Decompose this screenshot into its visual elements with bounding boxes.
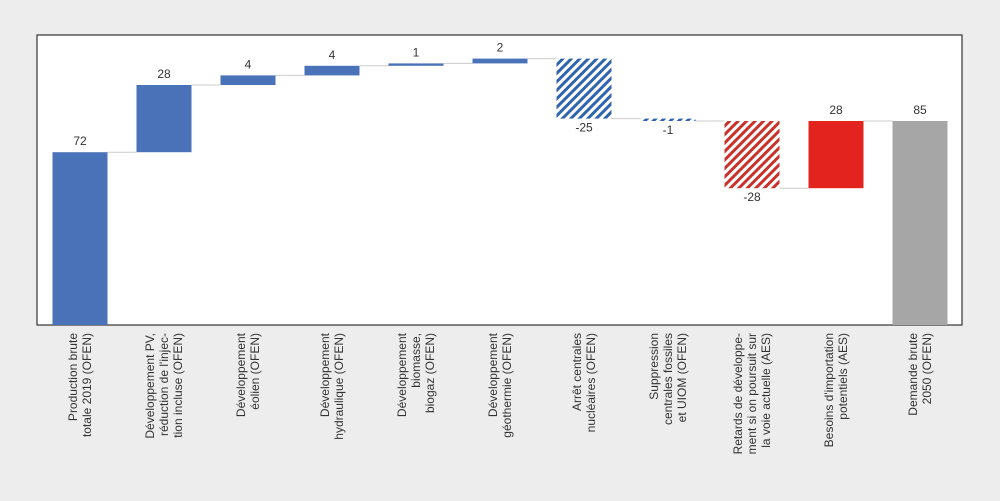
data-label: 4: [329, 48, 336, 62]
bar: [304, 65, 360, 76]
x-tick-label: Retards de développe-: [731, 333, 745, 454]
data-label: 28: [829, 103, 843, 117]
x-tick-label: nucléaires (OFEN): [584, 333, 598, 432]
data-label: 1: [413, 45, 420, 59]
data-label: -28: [743, 190, 761, 204]
bar: [136, 85, 192, 153]
x-tick-label: tion incluse (OFEN): [171, 333, 185, 438]
data-label: -25: [575, 121, 593, 135]
bar: [220, 75, 276, 85]
bar: [472, 58, 528, 64]
bar: [808, 121, 864, 189]
x-tick-label: Production brute: [66, 333, 80, 421]
x-tick-label: ment si on poursuit sur: [745, 333, 759, 454]
x-tick-label: Arrêt centrales: [570, 333, 584, 411]
data-label: 72: [73, 134, 87, 148]
data-label: 4: [245, 57, 252, 71]
bar: [724, 121, 780, 189]
x-tick-label: Demande brute: [906, 333, 920, 416]
bar: [388, 63, 444, 66]
bar: [640, 118, 696, 121]
x-tick-label: Développement: [486, 332, 500, 417]
x-tick-label: géothermie (OFEN): [500, 333, 514, 438]
x-tick-label: hydraulique (OFEN): [332, 333, 346, 440]
x-tick-label: centrales fossiles: [661, 333, 675, 425]
bar: [892, 121, 948, 325]
data-label: 28: [157, 67, 171, 81]
x-tick-label: Développement PV,: [143, 333, 157, 439]
data-label: 2: [497, 41, 504, 55]
data-label: 85: [913, 103, 927, 117]
bar: [52, 152, 108, 325]
x-tick-label: Suppression: [647, 333, 661, 400]
x-tick-label: éolien (OFEN): [248, 333, 262, 410]
x-tick-label: Besoins d'importation: [822, 333, 836, 447]
x-tick-label: biogaz (OFEN): [423, 333, 437, 413]
x-tick-label: Développement: [234, 332, 248, 417]
x-tick-label: potentiels (AES): [836, 333, 850, 420]
bar: [556, 58, 612, 119]
x-tick-label: réduction de l'injec-: [157, 333, 171, 436]
x-tick-label: Développement: [395, 332, 409, 417]
data-label: -1: [663, 123, 674, 137]
plot-area: [36, 34, 963, 326]
x-tick-label: la voie actuelle (AES): [759, 333, 773, 448]
x-tick-label: biomasse,: [409, 333, 423, 388]
x-tick-label: totale 2019 (OFEN): [80, 333, 94, 437]
x-tick-label: et UIOM (OFEN): [675, 333, 689, 422]
x-tick-label: Développement: [318, 332, 332, 417]
x-tick-label: 2050 (OFEN): [920, 333, 934, 404]
